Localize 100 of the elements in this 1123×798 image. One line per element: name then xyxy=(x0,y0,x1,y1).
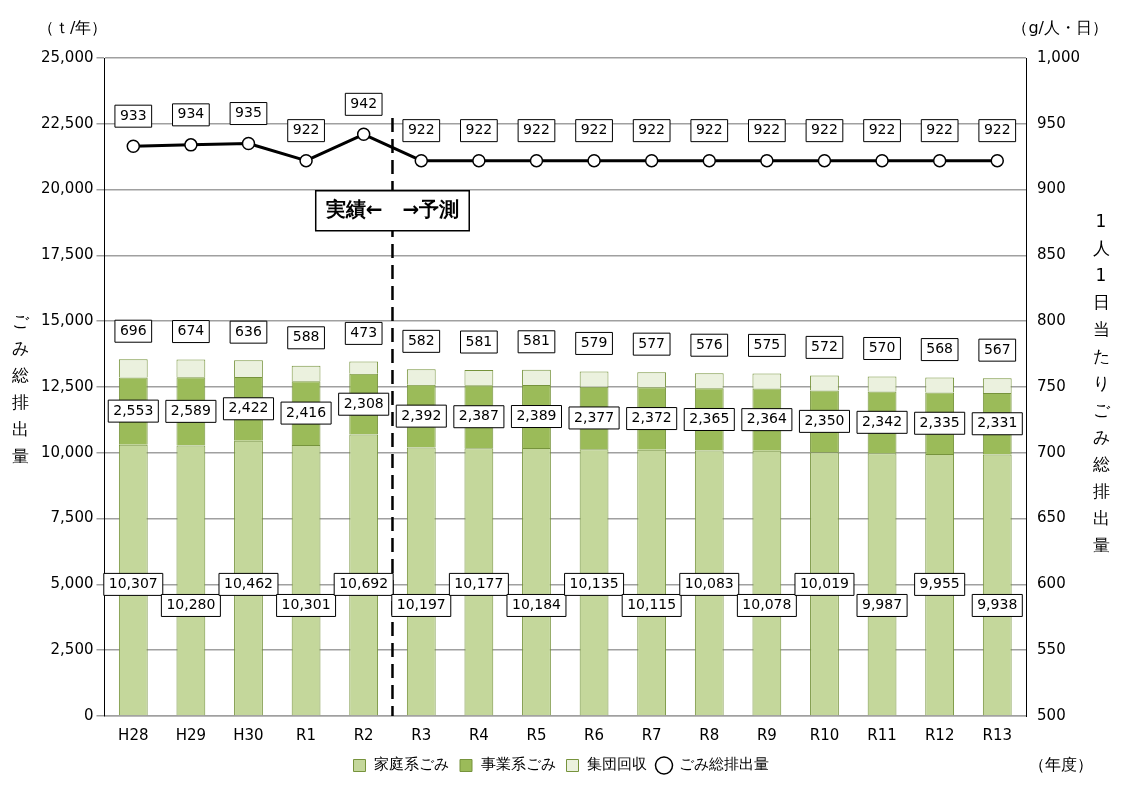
point xyxy=(126,139,141,153)
y-tick-label: 22,500 xyxy=(40,113,94,132)
point xyxy=(932,153,947,168)
y2-tick-label: 900 xyxy=(1037,179,1066,198)
data-label: 2,387 xyxy=(458,407,499,424)
y2-tick-label: 1,000 xyxy=(1037,47,1081,66)
data-label: 636 xyxy=(235,322,262,339)
data-label: 10,307 xyxy=(108,575,158,592)
text: （g/人・日） xyxy=(1012,18,1108,39)
x-tick-label: H28 xyxy=(118,725,149,744)
data-label: 2,553 xyxy=(113,401,154,418)
data-label: 575 xyxy=(753,336,781,353)
data-label: 10,177 xyxy=(454,575,504,592)
point xyxy=(587,153,601,168)
data-label: 9,938 xyxy=(977,596,1018,613)
data-label: 922 xyxy=(926,121,954,138)
data-label: 570 xyxy=(868,339,896,356)
y2-tick-label: 950 xyxy=(1037,113,1066,132)
x-tick-label: R9 xyxy=(756,725,777,744)
y-tick-label: 5,000 xyxy=(50,574,94,593)
data-label: 568 xyxy=(926,340,954,357)
x-tick-label: R7 xyxy=(641,725,662,744)
y-tick-label: 15,000 xyxy=(40,311,94,330)
y-tick-label: 20,000 xyxy=(40,179,94,198)
x-tick-label: R8 xyxy=(699,725,720,744)
data-label: 922 xyxy=(292,121,320,138)
point xyxy=(241,136,256,151)
data-label: 10,692 xyxy=(339,575,389,592)
data-label: 10,135 xyxy=(569,575,619,592)
text: （ｔ/年） xyxy=(38,18,108,39)
y-tick-label: 7,500 xyxy=(50,508,94,527)
y2-tick-label: 850 xyxy=(1037,245,1066,264)
data-label: 922 xyxy=(868,121,896,138)
y2-tick-label: 600 xyxy=(1037,574,1066,593)
data-label: 10,197 xyxy=(396,596,446,613)
x-tick-label: R3 xyxy=(411,725,432,744)
y-axis-title: ごみ総排出量 xyxy=(10,310,30,468)
y-tick-label: 25,000 xyxy=(40,47,94,66)
point xyxy=(356,127,371,142)
y-tick-label: 2,500 xyxy=(50,640,94,659)
data-label: 10,462 xyxy=(223,575,273,592)
point xyxy=(990,153,1005,168)
data-label: 9,955 xyxy=(919,575,960,592)
data-label: 581 xyxy=(465,332,493,349)
data-label: 922 xyxy=(465,121,493,138)
data-label: 2,365 xyxy=(689,410,730,427)
data-label: 922 xyxy=(811,121,838,138)
data-label: 10,078 xyxy=(742,596,792,613)
data-label: 2,372 xyxy=(631,409,672,426)
x-tick-label: R12 xyxy=(924,725,955,744)
data-label: 922 xyxy=(580,121,608,138)
x-tick-label: R13 xyxy=(982,725,1013,744)
data-label: 577 xyxy=(638,334,666,351)
data-label: 935 xyxy=(235,104,262,121)
point xyxy=(817,153,832,168)
data-label: 9,987 xyxy=(862,596,903,613)
x-tick-label: R1 xyxy=(296,725,317,744)
data-label: 942 xyxy=(350,94,378,111)
data-label: 2,389 xyxy=(516,407,557,424)
point xyxy=(644,153,659,168)
data-label: 579 xyxy=(580,334,608,351)
data-label: 922 xyxy=(638,121,666,138)
x-tick-label: R10 xyxy=(809,725,840,744)
data-label: 696 xyxy=(119,321,147,338)
data-label: 10,184 xyxy=(511,596,562,613)
point xyxy=(875,153,889,168)
y2-tick-label: 800 xyxy=(1037,311,1066,330)
y-tick-label: 17,500 xyxy=(40,245,94,264)
point xyxy=(760,153,774,168)
data-label: 922 xyxy=(753,121,781,138)
data-label: 2,335 xyxy=(919,413,960,430)
data-label: 2,308 xyxy=(343,394,384,411)
point xyxy=(299,153,313,168)
y2-tick-label: 750 xyxy=(1037,376,1066,395)
text: （年度） xyxy=(1029,755,1093,776)
y2-tick-label: 700 xyxy=(1037,442,1066,461)
data-label: 2,377 xyxy=(574,408,615,425)
data-label: 567 xyxy=(983,340,1011,357)
x-tick-label: R2 xyxy=(353,725,374,744)
point xyxy=(414,153,429,168)
data-label: 2,422 xyxy=(228,399,269,416)
data-label: 674 xyxy=(177,322,205,339)
point xyxy=(184,138,198,152)
y-tick-label: 12,500 xyxy=(40,376,94,395)
data-label: 582 xyxy=(407,331,435,348)
data-label: 933 xyxy=(119,106,147,123)
x-tick-label: H29 xyxy=(175,725,207,744)
y-tick-label: 0 xyxy=(83,705,94,724)
point xyxy=(702,153,717,168)
data-label: 2,350 xyxy=(804,412,845,429)
point xyxy=(529,153,544,168)
legend-label: ごみ総排出量 xyxy=(678,755,769,774)
data-label: 10,083 xyxy=(684,575,734,592)
legend-label: 事業系ごみ xyxy=(480,755,556,774)
data-label: 572 xyxy=(811,338,838,355)
x-tick-label: R6 xyxy=(584,725,605,744)
data-label: 922 xyxy=(407,121,435,138)
y2-tick-label: 500 xyxy=(1037,705,1066,724)
text: 1人1日当たりごみ総排出量 xyxy=(1092,211,1110,555)
data-label: 2,416 xyxy=(286,403,327,420)
